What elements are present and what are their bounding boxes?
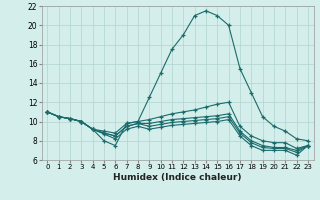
- X-axis label: Humidex (Indice chaleur): Humidex (Indice chaleur): [113, 173, 242, 182]
